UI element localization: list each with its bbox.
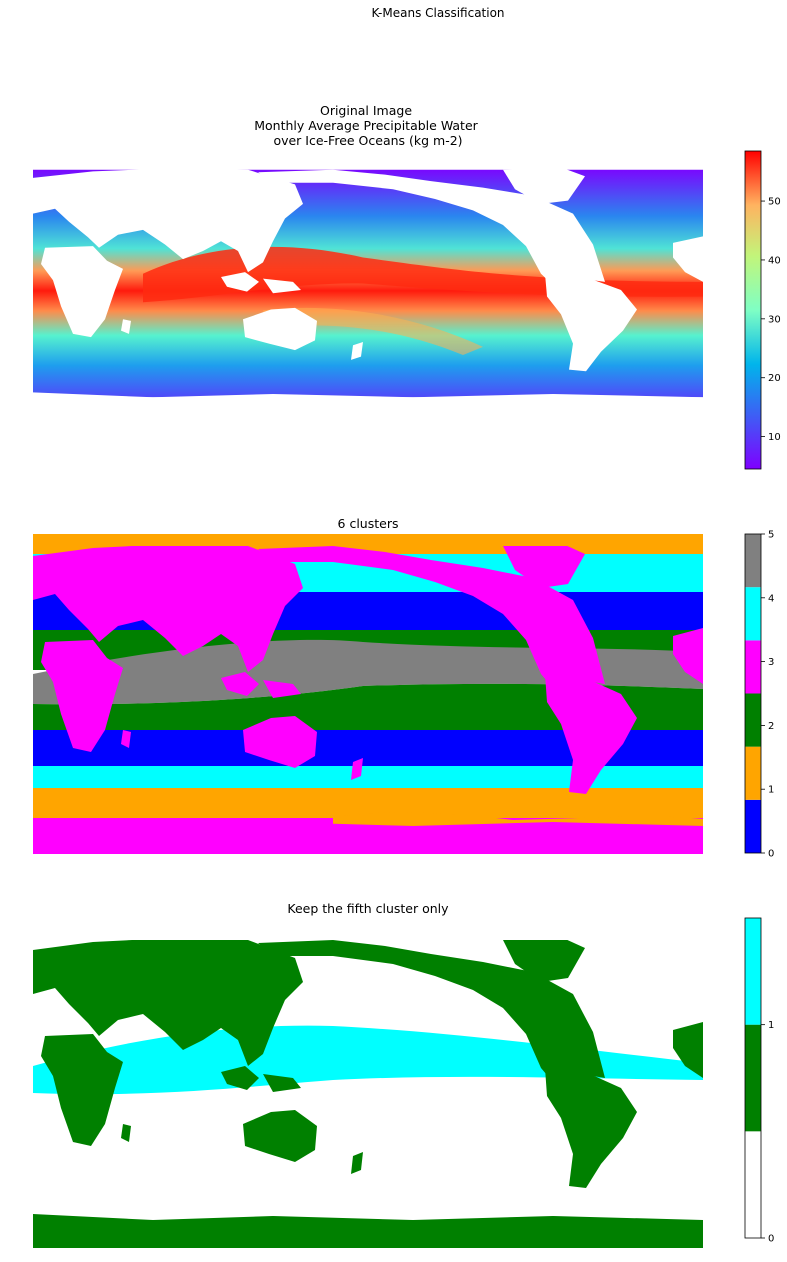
panel-1-title-line-2: Monthly Average Precipitable Water	[254, 118, 478, 133]
colorbar-2-tick-label: 3	[768, 657, 774, 668]
colorbar-2-tick-label: 5	[768, 530, 774, 541]
spcz-band	[263, 307, 483, 355]
colorbar-1-ramp	[744, 150, 762, 470]
colorbar-2-segment	[745, 746, 761, 800]
colorbar-2-segment	[745, 693, 761, 747]
colorbar-3-frame	[744, 917, 762, 1239]
colorbar-2-frame	[744, 533, 762, 854]
top-strip	[33, 534, 703, 546]
colorbar-1-tick-label: 40	[768, 255, 781, 266]
colorbar-1-tick-label: 10	[768, 432, 781, 443]
no-data-top-3	[33, 928, 703, 940]
colorbar-2-tick-label: 0	[768, 849, 774, 860]
panel-1-map	[33, 160, 703, 420]
colorbar-2-segment	[745, 587, 761, 641]
colorbar-3-tick-label: 0	[768, 1234, 774, 1245]
panel-2-map	[33, 534, 703, 854]
panel-1-colorbar: 10 20 30 40 50	[744, 150, 781, 470]
colorbar-1-tick-label: 20	[768, 373, 781, 384]
panel-3-colorbar: 01	[744, 917, 774, 1245]
panel-fifth-cluster: Keep the fifth cluster only 01	[33, 901, 774, 1248]
panel-3-title: Keep the fifth cluster only	[287, 901, 449, 916]
panel-1-title: Original Image Monthly Average Precipita…	[254, 103, 482, 148]
colorbar-1-tick-label: 30	[768, 314, 781, 325]
panel-6-clusters: 6 clusters 0 1 2 3 4 5	[33, 516, 774, 860]
panel-2-colorbar: 0 1 2 3 4 5	[744, 530, 774, 860]
kept-cluster-band	[33, 1025, 703, 1095]
colorbar-3-tick-label: 1	[768, 1020, 774, 1031]
panel-2-title: 6 clusters	[338, 516, 399, 531]
colorbar-2-tick-label: 2	[768, 721, 774, 732]
colorbar-2-tick-label: 4	[768, 593, 774, 604]
no-data-top	[33, 160, 703, 170]
panel-3-map	[33, 928, 703, 1248]
panel-1-title-line-1: Original Image	[320, 103, 412, 118]
colorbar-2-tick-label: 1	[768, 785, 774, 796]
colorbar-2-segment	[745, 799, 761, 853]
colorbar-2-segment	[745, 640, 761, 694]
colorbar-1-tick-label: 50	[768, 197, 781, 208]
colorbar-3-segment	[745, 918, 761, 1025]
no-data-bottom	[33, 397, 703, 420]
colorbar-3-segment	[745, 1131, 761, 1238]
colorbar-3-segment	[745, 1024, 761, 1132]
panel-1-title-line-3: over Ice-Free Oceans (kg m-2)	[273, 133, 462, 148]
cluster-band-2-south	[33, 683, 703, 741]
panel-original-image: Original Image Monthly Average Precipita…	[33, 103, 781, 470]
colorbar-2-segment	[745, 534, 761, 588]
figure-suptitle: K-Means Classification	[371, 6, 504, 20]
